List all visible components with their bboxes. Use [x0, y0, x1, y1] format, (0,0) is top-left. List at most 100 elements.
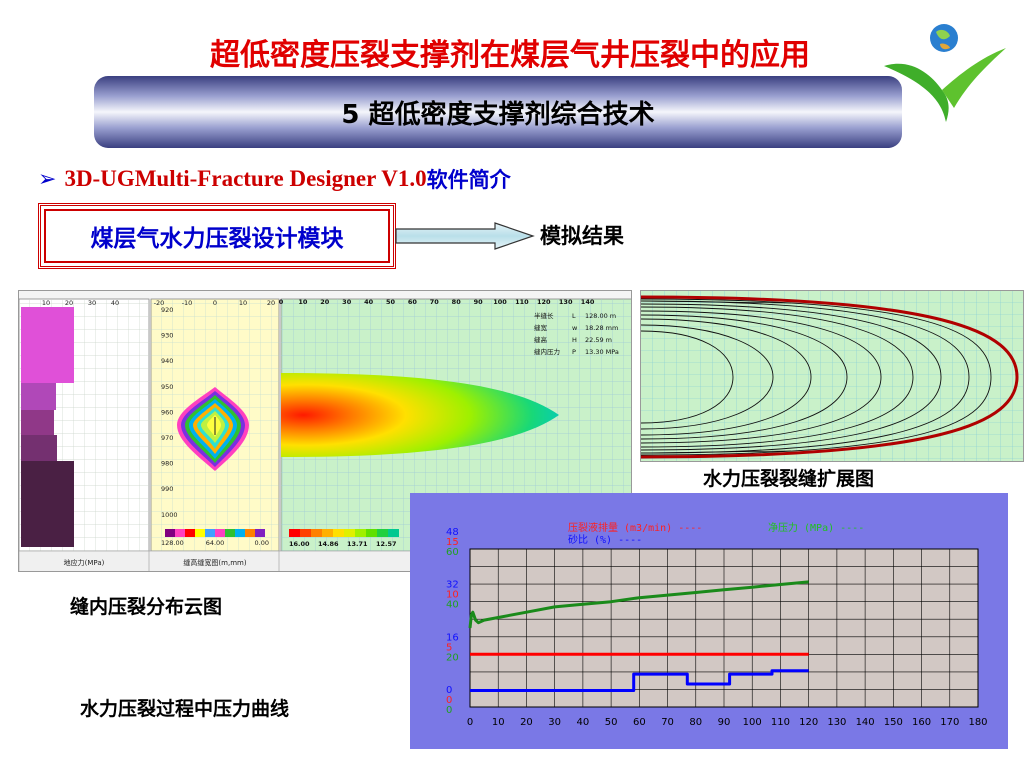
pressure-cloud-caption: 缝内压裂分布云图 [70, 596, 223, 618]
fracture-extension-panel [640, 290, 1024, 462]
fracture-cross-section-contours [177, 387, 249, 471]
length-tick-label: 120 [537, 298, 551, 306]
param-value: 128.00 m [585, 312, 616, 320]
pressure-curve-caption: 水力压裂过程中压力曲线 [80, 698, 290, 720]
pressure-curve-panel: 0 10 20 30 40 50 60 70 80 90 100 110 120 130 140 150 160… [410, 493, 1008, 749]
design-module-box: 煤层气水力压裂设计模块 [38, 203, 396, 269]
y-tick-label-sand: 32 [446, 580, 459, 591]
length-tick-label: 140 [581, 298, 595, 306]
fracture-visualization-svg: 10 20 30 40 -20 -10 0 10 20 920 930 940 950 960 970 9… [19, 298, 631, 571]
stress-axis-label: 地应力(MPa) [64, 558, 105, 567]
x-tick-label: 40 [577, 717, 590, 728]
fracture-visualization-panel: 10 20 30 40 -20 -10 0 10 20 920 930 940 950 960 970 9… [18, 290, 632, 572]
pressure-scale-label: 16.00 [289, 540, 310, 548]
y-tick-label-pressure: 20 [446, 652, 459, 663]
pressure-scale-label: 12.57 [376, 540, 397, 548]
stress-tick-label: 30 [88, 299, 96, 307]
stress-tick-label: 20 [65, 299, 73, 307]
software-name: 3D-UGMulti-Fracture Designer V1.0 [64, 166, 427, 191]
x-tick-label: 110 [771, 717, 790, 728]
param-name: 缝内压力 [534, 347, 560, 356]
x-tick-label: 60 [633, 717, 646, 728]
length-tick-label: 100 [493, 298, 507, 306]
width-tick-label: 0 [213, 299, 217, 307]
y-tick-label-pressure: 60 [446, 547, 459, 558]
x-tick-label: 50 [605, 717, 618, 728]
depth-tick-label: 980 [161, 460, 173, 468]
param-name: 缝宽 [534, 323, 548, 332]
stress-tick-label: 10 [42, 299, 50, 307]
fracture-pressure-cloud [281, 373, 559, 457]
width-color-scale [165, 529, 265, 537]
x-tick-label: 120 [799, 717, 818, 728]
slide-title: 超低密度压裂支撑剂在煤层气井压裂中的应用 [210, 38, 810, 73]
pressure-color-scale [289, 529, 399, 537]
param-name: 缝高 [534, 335, 548, 344]
stress-tick-label: 40 [111, 299, 119, 307]
length-tick-label: 90 [474, 298, 484, 306]
length-tick-label: 70 [430, 298, 440, 306]
width-tick-label: 20 [267, 299, 275, 307]
bullet-arrow-icon: ➢ [38, 166, 57, 192]
software-bullet: ➢ 3D-UGMulti-Fracture Designer V1.0 软件简介 [38, 164, 511, 194]
depth-tick-label: 950 [161, 383, 173, 391]
x-tick-label: 160 [912, 717, 931, 728]
length-tick-label: 30 [342, 298, 352, 306]
param-symbol: w [572, 324, 578, 332]
length-tick-label: 20 [320, 298, 330, 306]
y-tick-label-pressure: 40 [446, 600, 459, 611]
depth-tick-label: 930 [161, 332, 173, 340]
depth-tick-label: 1000 [161, 511, 178, 519]
fracture-extension-contours [641, 298, 992, 456]
x-tick-label: 70 [661, 717, 674, 728]
length-tick-label: 50 [386, 298, 396, 306]
legend-sand: 砂比 (%) ---- [568, 533, 642, 546]
param-symbol: P [572, 348, 576, 356]
param-value: 22.59 m [585, 336, 612, 344]
y-tick-label-pressure: 0 [446, 705, 452, 716]
pressure-curve-chart: 0 10 20 30 40 50 60 70 80 90 100 110 120 130 140 150 160… [446, 521, 988, 728]
length-tick-label: 0 [279, 298, 284, 306]
x-tick-label: 150 [884, 717, 903, 728]
fracture-extension-svg [641, 291, 1023, 461]
x-tick-label: 30 [548, 717, 561, 728]
depth-tick-label: 960 [161, 408, 173, 416]
y-tick-label-sand: 0 [446, 685, 452, 696]
fracture-extension-caption: 水力压裂裂缝扩展图 [703, 468, 875, 490]
width-tick-label: -20 [154, 299, 165, 307]
legend-rate: 压裂液排量 (m3/min) ---- [568, 521, 702, 534]
param-value: 13.30 MPa [585, 348, 619, 356]
depth-tick-label: 970 [161, 434, 173, 442]
x-tick-label: 10 [492, 717, 505, 728]
y-tick-label-rate: 15 [446, 537, 459, 548]
depth-tick-label: 940 [161, 357, 173, 365]
legend-pressure: 净压力 (MPa) ---- [768, 521, 864, 534]
x-tick-label: 0 [467, 717, 473, 728]
x-tick-label: 140 [856, 717, 875, 728]
design-module-label: 煤层气水力压裂设计模块 [90, 226, 344, 252]
depth-tick-label: 990 [161, 485, 173, 493]
depth-tick-label: 920 [161, 306, 173, 314]
x-tick-label: 90 [718, 717, 731, 728]
pressure-scale-label: 14.86 [318, 540, 339, 548]
length-tick-label: 10 [298, 298, 308, 306]
param-value: 18.28 mm [585, 324, 618, 332]
x-tick-label: 170 [940, 717, 959, 728]
length-tick-label: 80 [452, 298, 462, 306]
y-tick-label-rate: 0 [446, 695, 452, 706]
series-line [470, 669, 809, 692]
y-tick-label-sand: 16 [446, 632, 459, 643]
param-name: 半缝长 [534, 311, 554, 320]
width-tick-label: 10 [239, 299, 247, 307]
x-tick-label: 20 [520, 717, 533, 728]
simulation-result-label: 模拟结果 [540, 224, 624, 248]
fracture-extension-outer-front [641, 295, 1019, 459]
series-line [468, 580, 809, 629]
length-tick-label: 40 [364, 298, 374, 306]
x-tick-label: 130 [827, 717, 846, 728]
param-symbol: H [572, 336, 577, 344]
y-tick-label-rate: 10 [446, 590, 459, 601]
width-axis-label: 缝高缝宽图(m,mm) [183, 558, 246, 567]
x-tick-label: 80 [689, 717, 702, 728]
width-scale-label: 64.00 [206, 539, 225, 547]
